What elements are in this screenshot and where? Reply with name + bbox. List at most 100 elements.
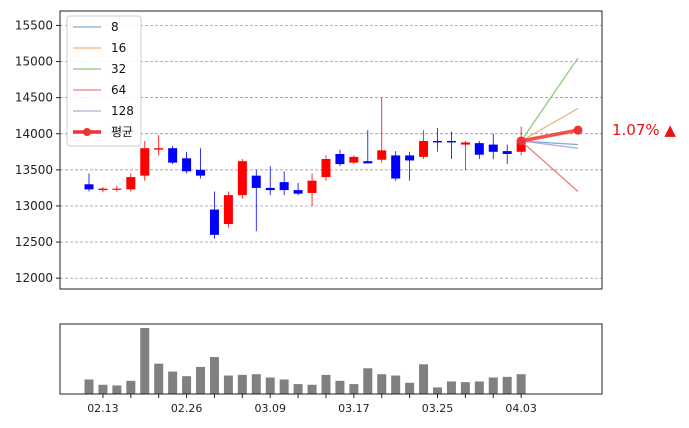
volume-bar [98, 384, 108, 394]
candle [168, 146, 178, 165]
candle [209, 191, 219, 239]
candle-body [98, 188, 108, 191]
legend-label: 32 [111, 62, 126, 76]
candle-body [488, 144, 498, 152]
volume-bar [363, 368, 373, 394]
candle-body [474, 143, 484, 155]
volume-bar [446, 381, 456, 394]
x-tick-label: 04.03 [505, 402, 537, 415]
forecast-line-16 [520, 107, 579, 142]
candle [182, 151, 192, 174]
legend-label: 128 [111, 104, 134, 118]
legend: 8 16 32 64 128 평균 [66, 15, 142, 147]
candle [460, 140, 470, 170]
volume-bar [154, 363, 164, 394]
legend-label: 평균 [111, 125, 133, 139]
candle [140, 140, 150, 181]
candle-body [391, 155, 401, 179]
y-tick-label: 13000 [15, 199, 53, 213]
change-percent-label: 1.07% ▲ [612, 121, 676, 139]
candle [433, 127, 442, 152]
legend-label: 8 [111, 20, 119, 34]
candle [126, 173, 136, 192]
candle-body [251, 175, 261, 188]
x-tick-label: 03.09 [254, 402, 286, 415]
forecast-start-marker [516, 136, 526, 146]
candle [196, 148, 206, 179]
candle [446, 131, 456, 160]
candle-body [349, 156, 359, 163]
volume-bar [223, 375, 233, 394]
volume-bar [474, 381, 484, 394]
volume-panel: 02.13 02.26 03.09 03.17 03.25 04.03 [59, 323, 603, 415]
candle [112, 185, 122, 192]
volume-bar [196, 366, 206, 394]
candle-body [84, 184, 94, 190]
candle-body [223, 195, 233, 225]
candle-body [293, 190, 303, 194]
candle-body [209, 209, 219, 235]
volume-bar [279, 379, 289, 394]
volume-bar [460, 382, 470, 394]
volume-bar [140, 328, 150, 394]
y-tick-label: 15500 [15, 18, 53, 32]
volume-bar [209, 357, 219, 394]
candle [419, 130, 429, 160]
candle-body [516, 140, 526, 152]
candle [405, 151, 415, 181]
candle [98, 187, 108, 193]
candle-body [154, 148, 164, 150]
candle [307, 173, 317, 206]
volume-bar [391, 375, 401, 394]
price-panel: 12000 12500 13000 13500 14000 14500 15000 15500 [15, 10, 603, 290]
forecast-line-128 [521, 140, 579, 149]
candle-body [363, 161, 373, 164]
x-tick-label: 02.13 [87, 402, 119, 415]
candle-body [307, 180, 317, 193]
forecast-line-32 [520, 57, 579, 142]
candle-body [112, 188, 122, 190]
candle [321, 155, 331, 181]
candle [488, 133, 498, 160]
y-tick-label: 12500 [15, 235, 53, 249]
forecast-end-marker [573, 125, 583, 135]
candle-body [279, 182, 289, 191]
candle-body [182, 158, 192, 172]
candle [349, 155, 359, 165]
volume-bar [112, 385, 122, 394]
y-tick-label: 14500 [15, 91, 53, 105]
price-frame [59, 10, 603, 290]
candle [279, 171, 289, 196]
candle-body [237, 161, 247, 196]
candle-body [502, 151, 512, 154]
volume-bar [126, 380, 136, 394]
volume-frame [59, 323, 603, 395]
forecast-average-line [520, 128, 579, 143]
candle-body [321, 159, 331, 178]
y-tick-label: 12000 [15, 271, 53, 285]
legend-label: 64 [111, 83, 126, 97]
x-tick-label: 03.25 [422, 402, 454, 415]
volume-bar [84, 379, 94, 394]
x-tick-label: 03.17 [338, 402, 370, 415]
candle [293, 182, 303, 196]
candle-body [377, 150, 387, 160]
volume-bar [502, 376, 512, 394]
candle [391, 151, 401, 181]
candle [265, 166, 275, 196]
candle [363, 130, 373, 164]
volume-bar [349, 384, 359, 394]
candle-body [446, 140, 456, 143]
candle [335, 149, 345, 167]
volume-bar [251, 374, 261, 394]
volume-bar [335, 380, 345, 394]
candle [502, 144, 512, 165]
candle-body [405, 155, 415, 161]
candle [474, 140, 484, 160]
forecast-line-64 [520, 140, 579, 193]
candle-body [460, 142, 470, 145]
legend-marker [83, 128, 91, 136]
volume-bar [488, 377, 498, 394]
volume-bar [405, 382, 415, 394]
